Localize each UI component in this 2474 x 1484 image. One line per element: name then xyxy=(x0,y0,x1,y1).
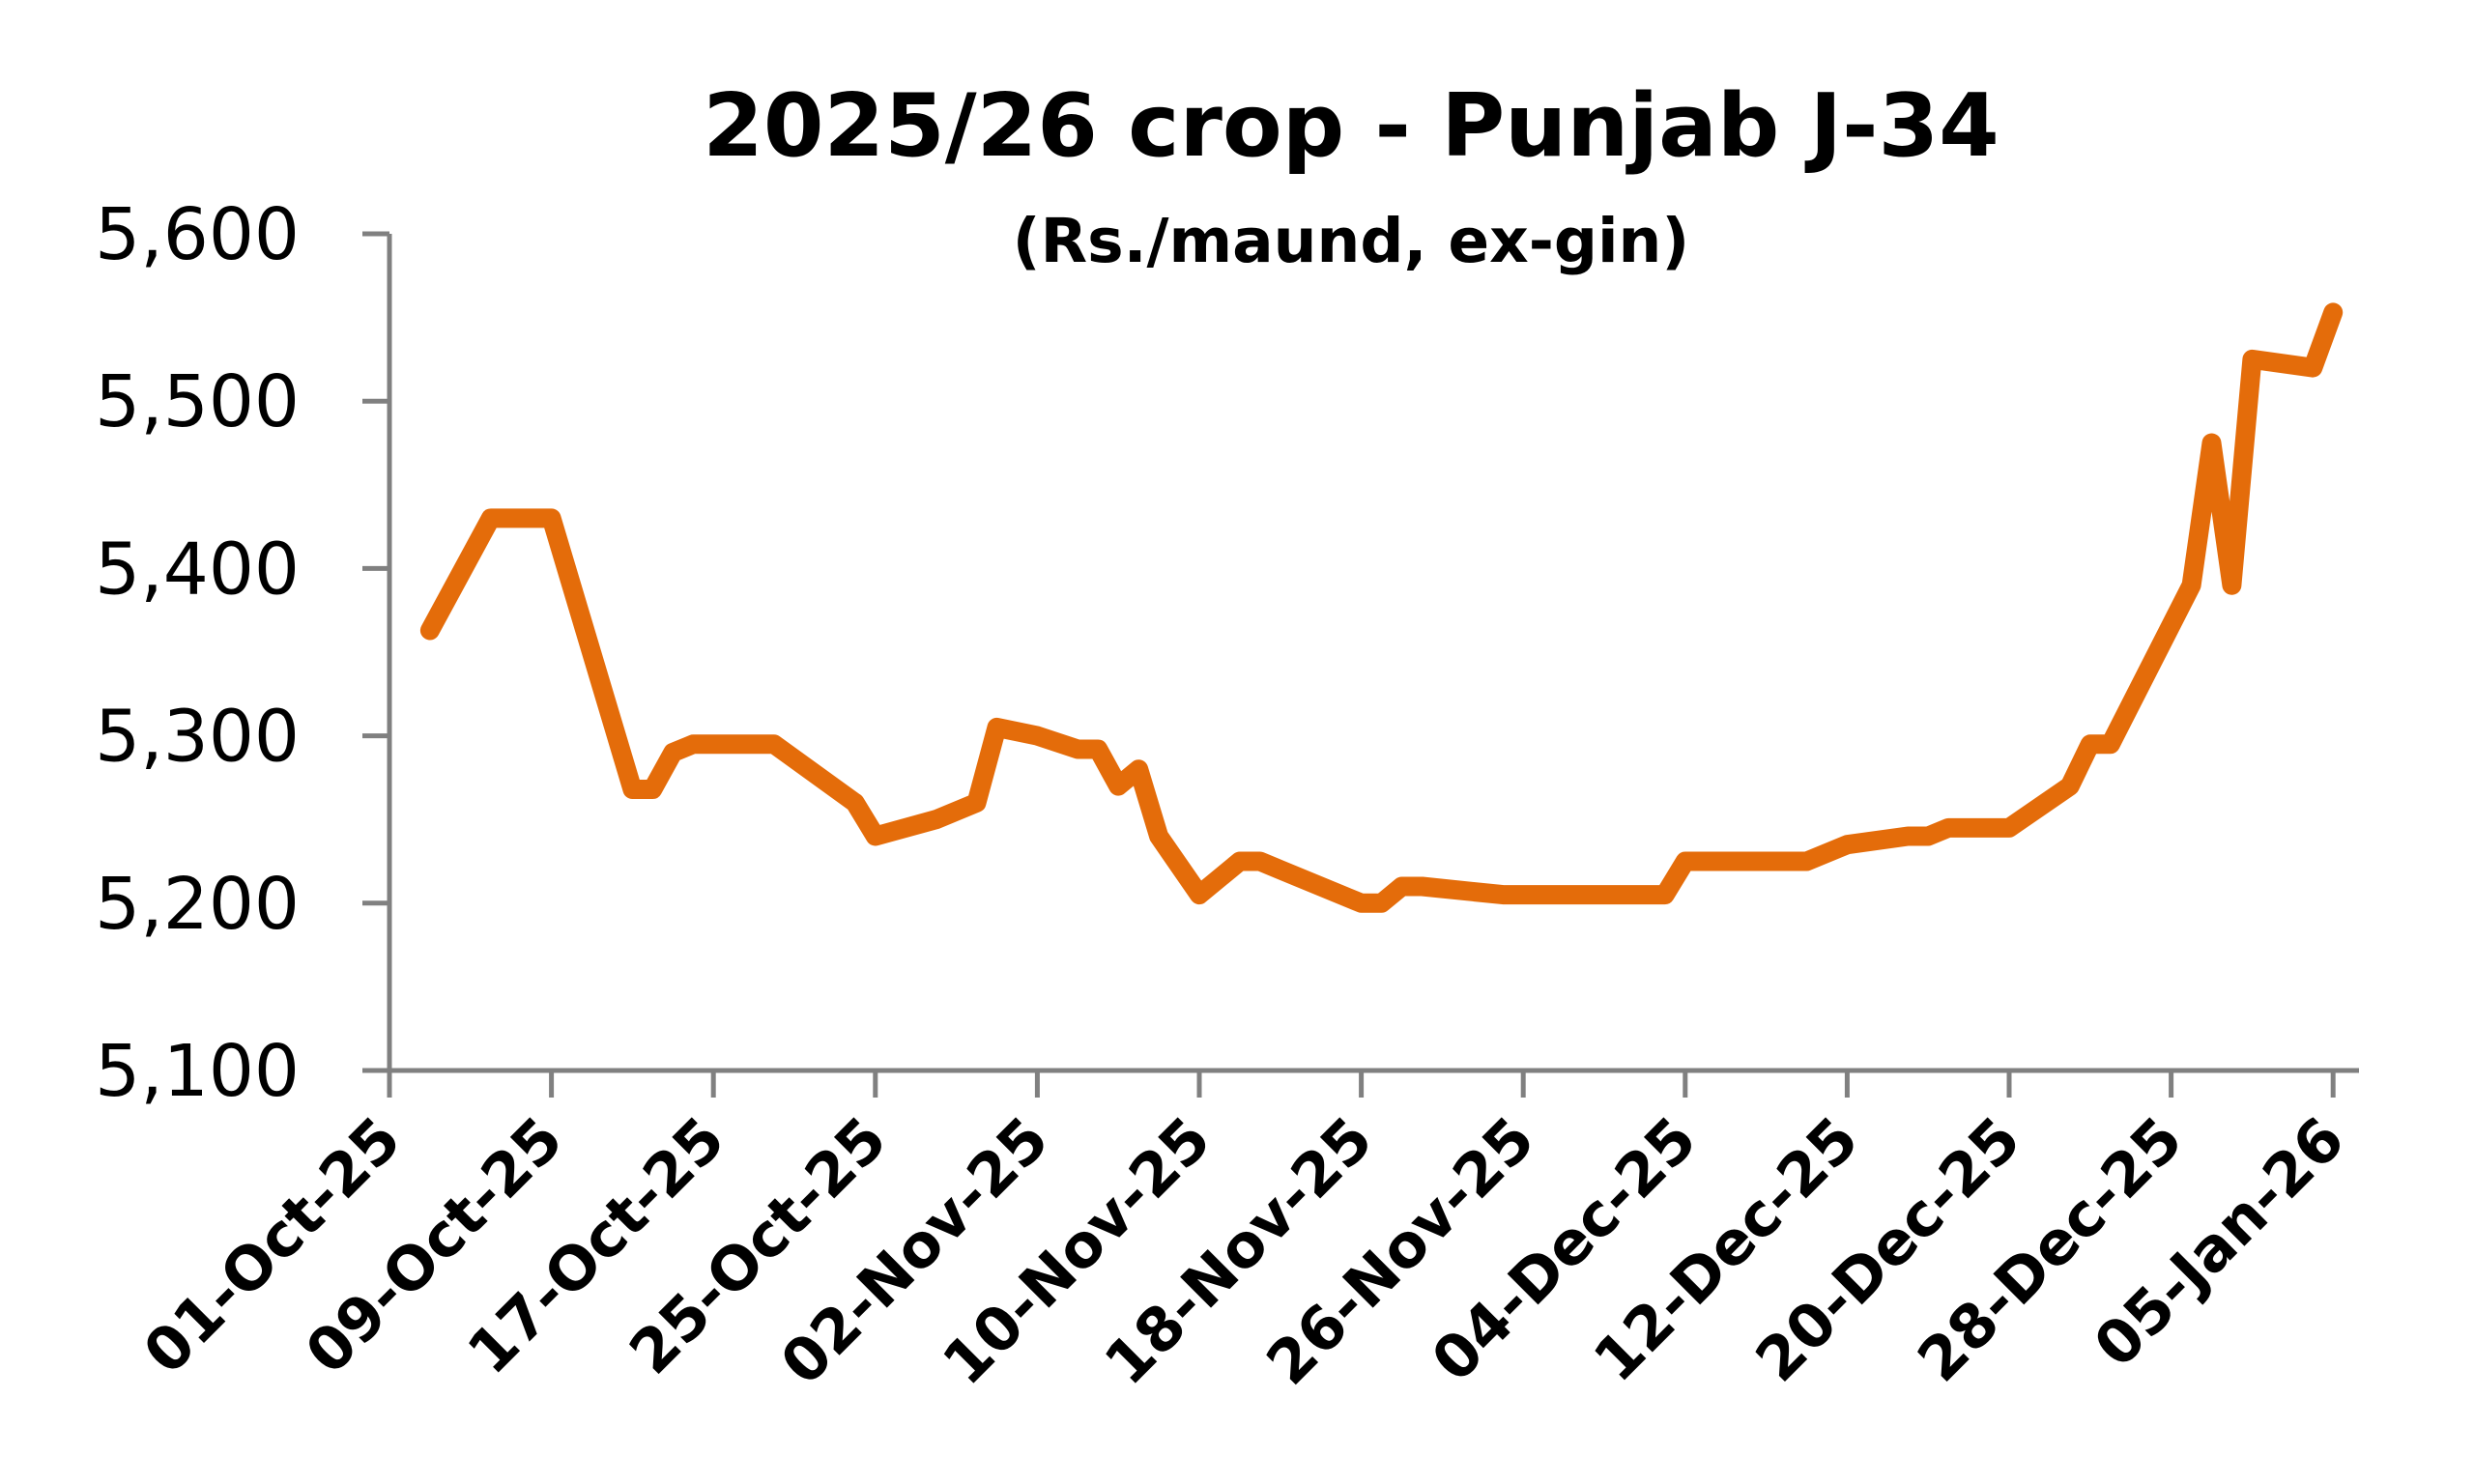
y-axis-ticks: 5,100 5,200 5,300 5,400 5,500 5,600 xyxy=(95,193,389,1113)
y-tick-label: 5,100 xyxy=(95,1030,300,1113)
y-tick-label: 5,200 xyxy=(95,863,300,946)
price-series-line xyxy=(419,302,2344,913)
y-tick-label: 5,500 xyxy=(95,360,300,443)
x-axis-ticks: 01-Oct-2509-Oct-2517-Oct-2525-Oct-2502-N… xyxy=(129,1070,2358,1398)
y-tick-label: 5,300 xyxy=(95,696,300,779)
plot-area xyxy=(419,302,2344,913)
y-tick-label: 5,400 xyxy=(95,528,300,611)
y-tick-label: 5,600 xyxy=(95,193,300,276)
chart-axes xyxy=(387,234,2359,1073)
chart-title: 2025/26 crop - Punjab J-34 xyxy=(703,75,1999,177)
chart-subtitle: (Rs./maund, ex-gin) xyxy=(1013,206,1689,276)
